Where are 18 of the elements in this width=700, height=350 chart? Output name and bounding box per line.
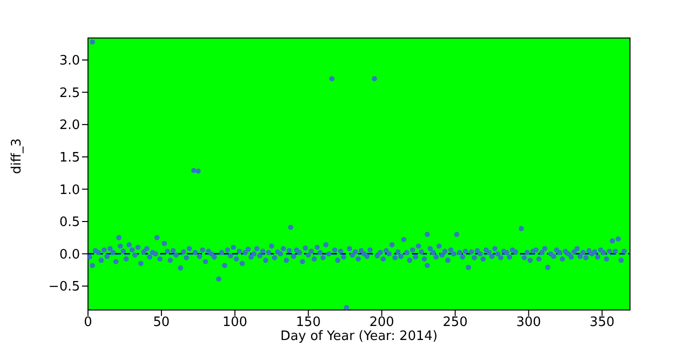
x-tick-label: 300 [516, 315, 542, 330]
y-axis-title: diff_3 [10, 138, 25, 174]
y-tick-label: 0.0 [59, 247, 80, 262]
y-tick-label: 2.0 [59, 118, 80, 134]
x-tick-label: 350 [590, 315, 615, 330]
y-tick-label: 2.5 [59, 86, 80, 101]
y-tick-label: 3.0 [59, 54, 80, 69]
y-tick-label: 1.5 [59, 150, 80, 166]
y-tick-label: 1.0 [59, 182, 80, 198]
y-tick-label: −0.5 [48, 280, 80, 295]
y-tick-label: 0.5 [59, 215, 80, 230]
x-tick-label: 250 [442, 315, 468, 330]
x-tick-label: 200 [369, 315, 394, 330]
x-tick-label: 0 [84, 315, 92, 330]
x-tick-label: 150 [296, 315, 321, 330]
x-tick-label: 100 [222, 315, 248, 330]
x-tick-label: 50 [153, 315, 170, 330]
x-axis-title: Day of Year (Year: 2014) [280, 329, 438, 344]
